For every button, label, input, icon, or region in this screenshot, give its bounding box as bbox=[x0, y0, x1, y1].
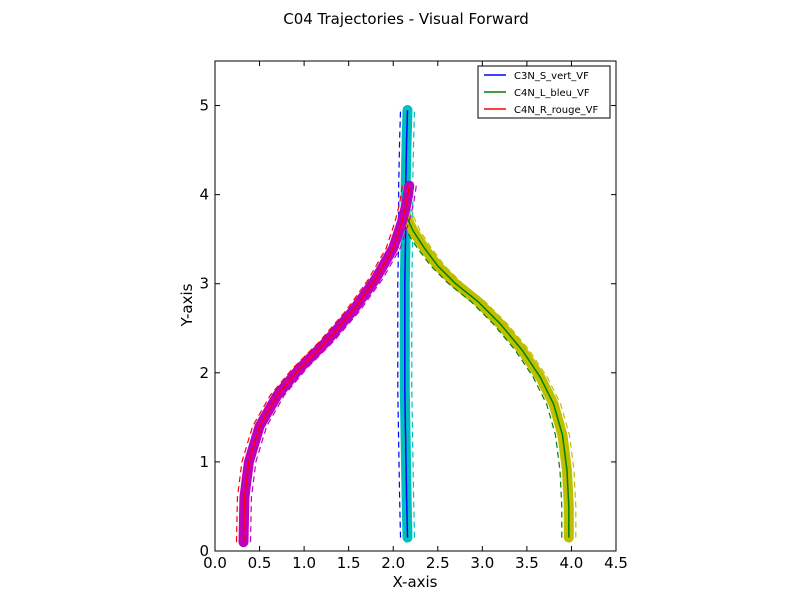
series-envelope-1-1 bbox=[411, 212, 577, 538]
axis-ticks: 0.0 0.5 1.0 1.5 2.0 2.5 3.0 3.5 4.0 4.5 0 1 2 3 4 5 bbox=[199, 60, 628, 572]
legend: C3N_S_vert_VF C4N_L_bleu_VF C4N_R_rouge_VF bbox=[477, 65, 611, 119]
y-tick-label-0: 0 bbox=[199, 542, 209, 560]
chart-title: C04 Trajectories - Visual Forward bbox=[283, 10, 529, 28]
series-envelope-0-0 bbox=[397, 109, 402, 538]
x-tick-label-2: 1.0 bbox=[292, 554, 316, 572]
y-tick-label-3: 3 bbox=[199, 275, 209, 293]
y-tick-label-4: 4 bbox=[199, 186, 209, 204]
y-tick-label-1: 1 bbox=[199, 453, 209, 471]
series-band-1 bbox=[399, 207, 574, 543]
series-line-0 bbox=[404, 109, 409, 538]
x-tick-label-1: 0.5 bbox=[248, 554, 272, 572]
axes-frame bbox=[214, 60, 617, 552]
y-tick-label-2: 2 bbox=[199, 364, 209, 382]
y-tick-label-5: 5 bbox=[199, 97, 209, 115]
x-axis-label: X-axis bbox=[393, 573, 438, 591]
x-tick-label-9: 4.5 bbox=[604, 554, 628, 572]
legend-label-2: C4N_R_rouge_VF bbox=[514, 105, 598, 116]
x-tick-label-5: 2.5 bbox=[426, 554, 450, 572]
series-envelope-1-0 bbox=[397, 212, 563, 538]
x-tick-label-8: 4.0 bbox=[560, 554, 584, 572]
x-tick-label-7: 3.5 bbox=[515, 554, 539, 572]
x-tick-label-6: 3.0 bbox=[470, 554, 494, 572]
series-envelope-2-1 bbox=[249, 185, 417, 543]
series-band-2 bbox=[238, 180, 415, 548]
x-tick-label-4: 2.0 bbox=[381, 554, 405, 572]
plot-area bbox=[235, 105, 577, 548]
x-tick-label-3: 1.5 bbox=[337, 554, 361, 572]
series-line-1 bbox=[404, 212, 570, 538]
legend-label-1: C4N_L_bleu_VF bbox=[514, 88, 590, 99]
y-axis-label: Y-axis bbox=[178, 283, 196, 327]
series-line-2 bbox=[242, 185, 411, 543]
legend-label-0: C3N_S_vert_VF bbox=[514, 71, 589, 82]
series-envelope-2-0 bbox=[235, 185, 403, 543]
x-tick-label-0: 0.0 bbox=[203, 554, 227, 572]
series-envelope-0-1 bbox=[411, 109, 416, 538]
